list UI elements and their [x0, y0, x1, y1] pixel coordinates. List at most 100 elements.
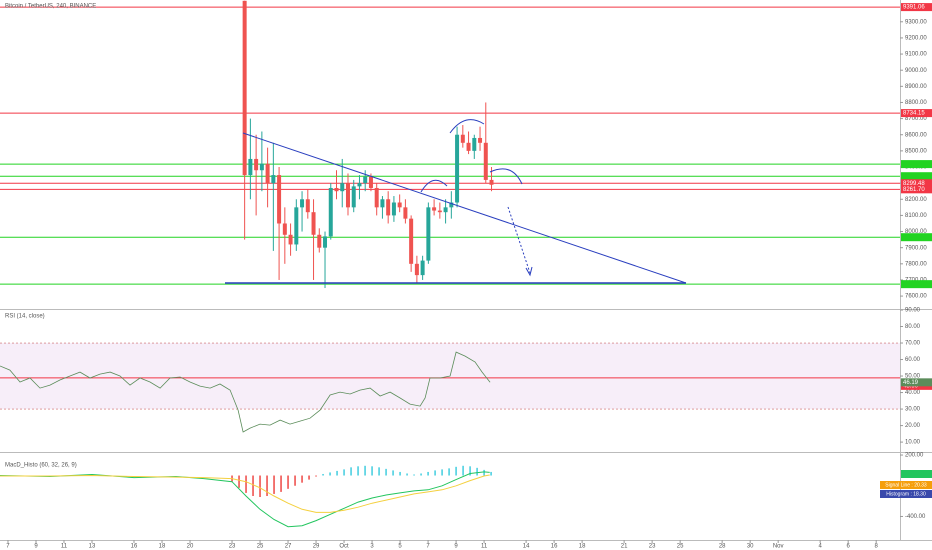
y-tick-label: 50.00 [905, 374, 921, 380]
y-tick-label: 90.00 [905, 308, 921, 314]
histogram-bar [413, 474, 415, 476]
histogram-bar [252, 475, 254, 496]
level-tag [901, 3, 932, 12]
candle-body [432, 207, 437, 211]
y-tick-label: 7600.00 [905, 294, 927, 300]
x-tick-label: 11 [61, 544, 68, 550]
chart-title: Bitcoin / TetherUS, 240, BINANCE [5, 4, 96, 10]
candle-body [328, 187, 333, 237]
y-tick-label: 10.00 [905, 440, 921, 446]
candle-body [363, 176, 368, 184]
level-label: 8261.70 [903, 187, 925, 193]
histogram-bar [371, 466, 373, 476]
histogram-bar [427, 471, 429, 476]
histogram-bar [476, 467, 478, 476]
candle-body [426, 207, 431, 261]
y-tick-label: 80.00 [905, 324, 921, 330]
y-tick-label: 30.00 [905, 407, 921, 413]
x-tick-label: 11 [481, 544, 488, 550]
value-tag [901, 378, 932, 387]
candle-body [288, 234, 293, 245]
level-tag [901, 185, 932, 194]
drawings [225, 119, 687, 284]
x-tick-label: 25 [677, 544, 684, 550]
x-tick-label: 18 [159, 544, 166, 550]
x-tick-label: 29 [313, 544, 320, 550]
macd-line [0, 474, 490, 513]
histogram-bar [392, 470, 394, 476]
x-tick-label: 6 [847, 544, 851, 550]
pane-title: MacD_Histo (60, 32, 26, 9) [5, 463, 77, 469]
candle-body [460, 134, 465, 143]
x-tick-label: 18 [579, 544, 586, 550]
candle-body [259, 163, 264, 171]
y-tick-label: 9200.00 [905, 35, 927, 41]
y-tick-label: 8600.00 [905, 132, 927, 138]
y-tick-label: 8900.00 [905, 84, 927, 90]
level-tag [901, 179, 932, 188]
histogram-bar [483, 469, 485, 476]
x-tick-label: 23 [229, 544, 236, 550]
histogram-bar [266, 475, 268, 496]
candle-body [242, 0, 247, 176]
candle-body [437, 210, 442, 213]
x-tick-label: 30 [747, 544, 754, 550]
x-tick-label: 16 [131, 544, 138, 550]
histogram-bar [441, 469, 443, 476]
histogram-bar [280, 475, 282, 492]
histogram-bar [455, 466, 457, 476]
legend-box [880, 481, 932, 489]
histogram-bar [301, 475, 303, 483]
candle-body [334, 187, 339, 192]
y-tick-label: 7900.00 [905, 245, 927, 251]
y-tick-label: 70.00 [905, 341, 921, 347]
histogram-bar [308, 475, 310, 480]
y-tick-label: 8000.00 [905, 229, 927, 235]
x-tick-label: 13 [89, 544, 96, 550]
candle-body [357, 183, 362, 187]
x-tick-label: 21 [621, 544, 628, 550]
x-tick-label: 25 [257, 544, 264, 550]
histogram-bar [329, 472, 331, 476]
histogram-bar [336, 470, 338, 476]
histogram-bar [287, 475, 289, 489]
x-tick-label: Oct [339, 544, 349, 550]
x-tick-label: 20 [187, 544, 194, 550]
histogram-bar [350, 467, 352, 476]
candle-body [300, 199, 305, 208]
trend-line [242, 132, 687, 284]
y-tick-label: 9100.00 [905, 52, 927, 58]
level-label: 48.90 [903, 383, 919, 389]
histogram-bar [434, 470, 436, 476]
histogram-bar [420, 473, 422, 476]
level-tag [901, 172, 932, 181]
pane-title: RSI (14, close) [5, 314, 45, 320]
candle-body [380, 199, 385, 208]
candle-body [466, 142, 471, 151]
candle-body [397, 202, 402, 208]
legend-label: Histogram : 18.30 [886, 491, 926, 497]
y-tick-label: 7800.00 [905, 261, 927, 267]
candle-body [391, 202, 396, 216]
y-tick-label: 60.00 [905, 357, 921, 363]
level-tag [901, 160, 932, 169]
candle-body [351, 186, 356, 208]
x-tick-label: Nov [773, 544, 784, 550]
candle-body [311, 212, 316, 235]
candle-body [323, 236, 328, 248]
candle-body [254, 158, 259, 171]
x-tick-label: 5 [398, 544, 402, 550]
y-tick-label: 8100.00 [905, 213, 927, 219]
y-tick-label: 200.00 [905, 453, 924, 459]
histogram-bar [259, 475, 261, 498]
y-tick-label: 8700.00 [905, 116, 927, 122]
arrow [507, 206, 531, 274]
candle-body [403, 207, 408, 219]
value-tag [901, 470, 932, 478]
x-tick-label: 3 [370, 544, 374, 550]
candle-body [271, 175, 276, 184]
candle-body [282, 223, 287, 235]
histogram-bar [469, 466, 471, 476]
candle-body [340, 183, 345, 192]
